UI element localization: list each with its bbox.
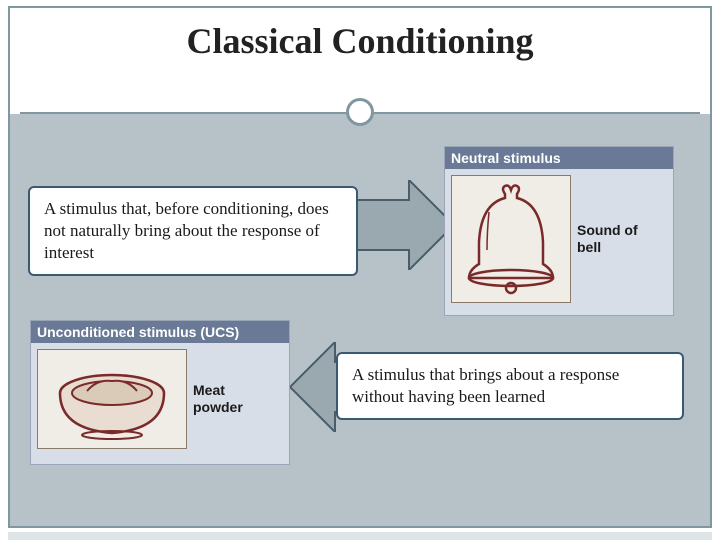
panel-label: Sound of bell (577, 222, 657, 256)
panel-header: Neutral stimulus (445, 147, 673, 169)
bell-icon (461, 182, 561, 297)
callout-ucs-definition: A stimulus that brings about a response … (336, 352, 684, 420)
callout-neutral-definition: A stimulus that, before conditioning, do… (28, 186, 358, 276)
callout-text: A stimulus that, before conditioning, do… (44, 199, 329, 262)
bell-image (451, 175, 571, 303)
bowl-icon (47, 357, 177, 442)
divider-circle-icon (346, 98, 374, 126)
panel-header: Unconditioned stimulus (UCS) (31, 321, 289, 343)
slide-title: Classical Conditioning (10, 20, 710, 62)
callout-text: A stimulus that brings about a response … (352, 365, 619, 406)
footer-accent (8, 532, 712, 540)
panel-body: Meat powder (31, 343, 289, 455)
panel-body: Sound of bell (445, 169, 673, 309)
bowl-image (37, 349, 187, 449)
title-area: Classical Conditioning (10, 8, 710, 108)
arrow-right-icon (354, 180, 454, 270)
panel-label: Meat powder (193, 382, 263, 416)
panel-neutral-stimulus: Neutral stimulus Sound of bell (444, 146, 674, 316)
panel-unconditioned-stimulus: Unconditioned stimulus (UCS) Meat powder (30, 320, 290, 465)
